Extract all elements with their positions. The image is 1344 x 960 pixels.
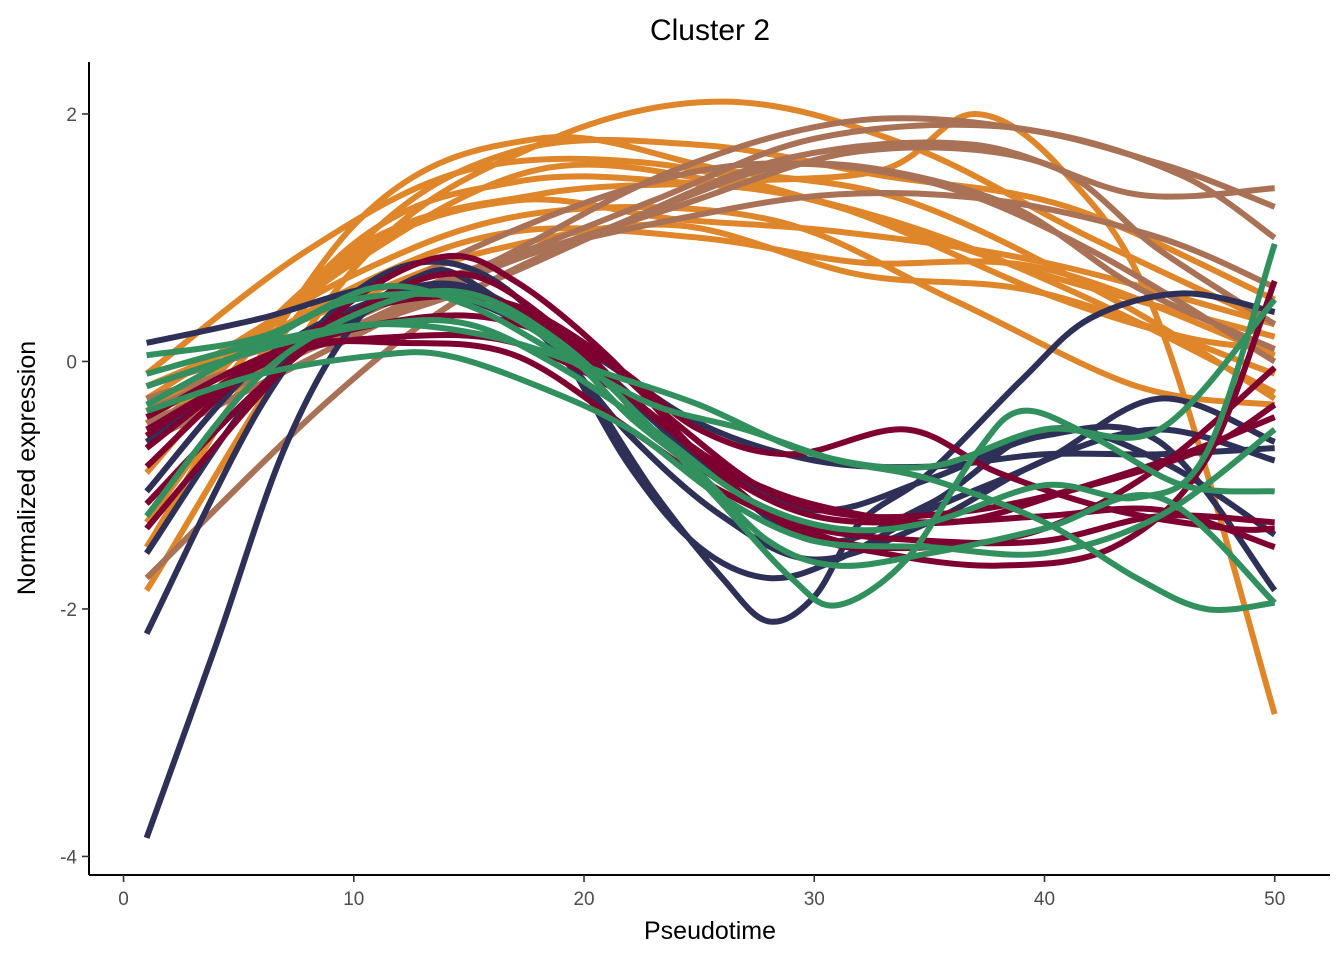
series-line-18 — [145, 144, 1277, 445]
axes-layer — [88, 62, 1330, 876]
series-line-7 — [144, 155, 1276, 377]
chart-title: Cluster 2 — [650, 14, 770, 47]
series-line-36 — [145, 349, 1277, 558]
x-tick-label: 20 — [573, 889, 594, 910]
series-line-35 — [146, 283, 1276, 613]
x-tick-label: 50 — [1264, 889, 1285, 910]
series-line-32 — [144, 287, 1275, 609]
x-axis-title: Pseudotime — [644, 917, 776, 945]
y-tick-label: -4 — [60, 847, 77, 868]
x-tick-label: 40 — [1034, 889, 1055, 910]
series-line-8 — [144, 133, 1277, 549]
x-ticks: 0 10 20 30 40 50 — [118, 875, 1285, 910]
y-tick-label: 2 — [66, 105, 77, 126]
series-line-37 — [145, 297, 1277, 471]
y-tick-label: -2 — [60, 600, 77, 621]
series-layer — [143, 98, 1278, 839]
y-tick-label: 0 — [66, 352, 77, 373]
y-ticks: -4 -2 0 2 — [60, 105, 89, 868]
x-tick-label: 30 — [804, 889, 825, 910]
series-line-10 — [145, 203, 1276, 408]
x-tick-label: 10 — [343, 889, 364, 910]
x-tick-label: 0 — [118, 889, 129, 910]
series-line-33 — [145, 290, 1277, 606]
y-axis-title: Normalized expression — [13, 341, 41, 595]
